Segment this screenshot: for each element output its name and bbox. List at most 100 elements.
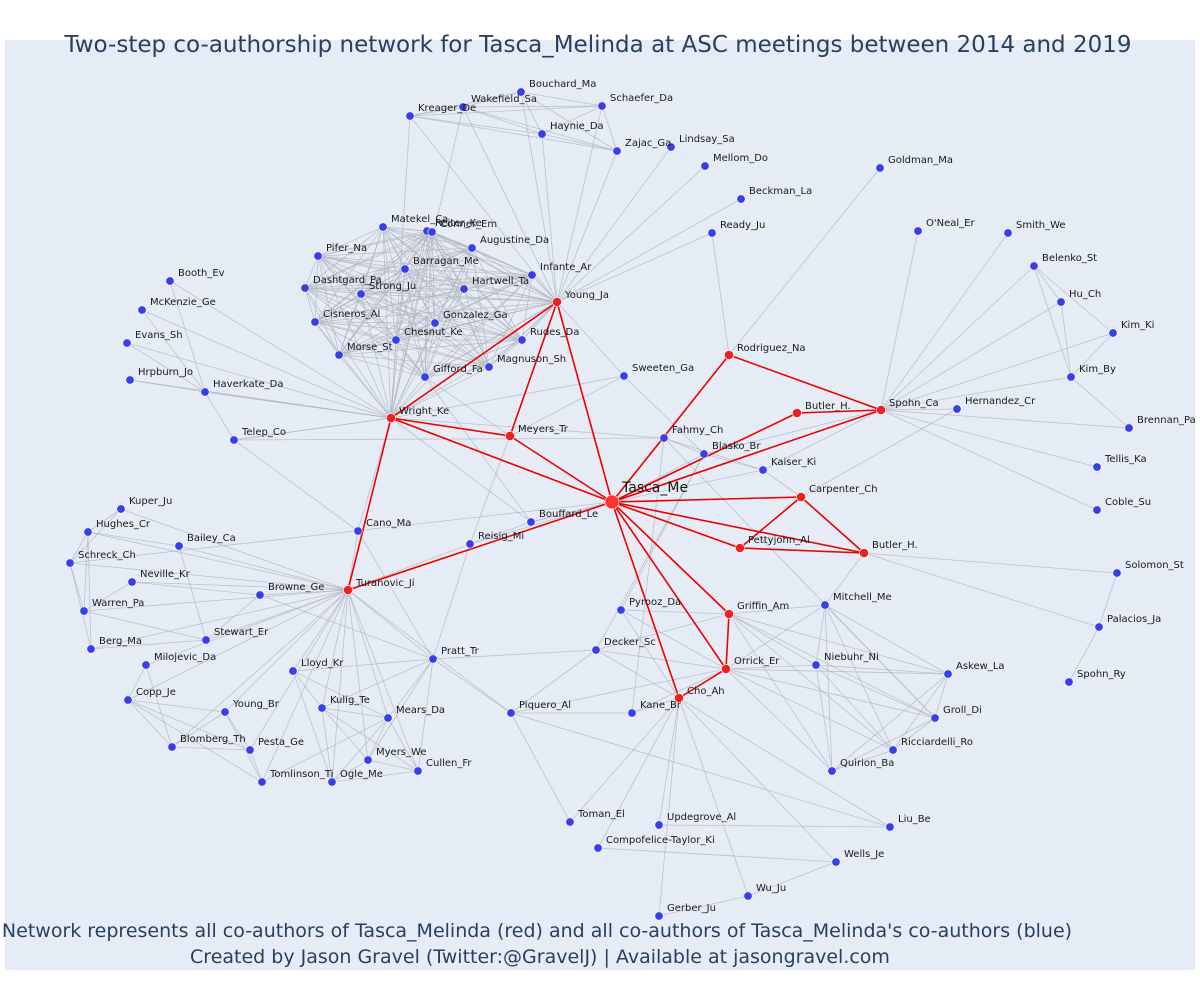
node-Cano_Ma[interactable] <box>353 526 363 536</box>
node-Gifford_Fa[interactable] <box>420 372 430 382</box>
node-Booth_Ev[interactable] <box>165 276 175 286</box>
node-Pratt_Tr[interactable] <box>428 654 438 664</box>
node-Compofelice-Taylor_Ki[interactable] <box>593 843 603 853</box>
node-Evans_Sh[interactable] <box>122 338 132 348</box>
node-Piquero_Al[interactable] <box>506 708 516 718</box>
node-Reisig_Mi[interactable] <box>465 539 475 549</box>
node-Liu_Be[interactable] <box>885 822 895 832</box>
node-O'Neal_Er[interactable] <box>913 226 923 236</box>
node-Wakefield_Sa[interactable] <box>458 102 468 112</box>
node-Tasca_Me[interactable] <box>604 494 620 510</box>
node-Berg_Ma[interactable] <box>86 644 96 654</box>
node-Hartwell_Ta[interactable] <box>459 284 469 294</box>
node-Mitchell_Me[interactable] <box>820 600 830 610</box>
node-Goldman_Ma[interactable] <box>875 163 885 173</box>
node-Spohn_Ry[interactable] <box>1064 677 1074 687</box>
node-Kuper_Ju[interactable] <box>116 504 126 514</box>
node-Brennan_Pa[interactable] <box>1124 423 1134 433</box>
node-Gerber_Ju[interactable] <box>654 911 664 921</box>
node-Chesnut_Ke[interactable] <box>391 335 401 345</box>
node-Wu_Ju[interactable] <box>743 891 753 901</box>
node-Askew_La[interactable] <box>943 669 953 679</box>
node-Neville_Kr[interactable] <box>127 577 137 587</box>
node-Conner_Em[interactable] <box>427 227 437 237</box>
node-Wright_Ke[interactable] <box>386 413 396 423</box>
node-Kim_Ki[interactable] <box>1108 328 1118 338</box>
node-Cho_Ah[interactable] <box>674 693 684 703</box>
node-Spohn_Ca[interactable] <box>876 405 886 415</box>
node-Wells_Je[interactable] <box>831 857 841 867</box>
node-Kaiser_Ki[interactable] <box>758 465 768 475</box>
node-Warren_Pa[interactable] <box>79 606 89 616</box>
node-Schreck_Ch[interactable] <box>65 558 75 568</box>
node-Milojevic_Da[interactable] <box>141 660 151 670</box>
node-Sweeten_Ga[interactable] <box>619 371 629 381</box>
node-Hernandez_Cr[interactable] <box>952 404 962 414</box>
node-Pesta_Ge[interactable] <box>245 745 255 755</box>
node-Zajac_Ga[interactable] <box>612 146 622 156</box>
node-Pettyjohn_Al[interactable] <box>735 543 745 553</box>
node-Butler_H.[interactable] <box>859 548 869 558</box>
node-Palacios_Ja[interactable] <box>1094 622 1104 632</box>
node-Barragan_Me[interactable] <box>400 264 410 274</box>
node-Butler_H.[interactable] <box>792 408 802 418</box>
node-Telep_Co[interactable] <box>229 435 239 445</box>
node-Augustine_Da[interactable] <box>467 243 477 253</box>
node-Young_Ja[interactable] <box>552 297 562 307</box>
node-Orrick_Er[interactable] <box>721 664 731 674</box>
node-Copp_Je[interactable] <box>123 695 133 705</box>
node-Griffin_Am[interactable] <box>724 609 734 619</box>
node-Kulig_Te[interactable] <box>317 703 327 713</box>
node-Hughes_Cr[interactable] <box>83 527 93 537</box>
node-Blomberg_Th[interactable] <box>167 742 177 752</box>
node-Kim_By[interactable] <box>1066 372 1076 382</box>
node-Strong_Ju[interactable] <box>356 289 366 299</box>
node-Tomlinson_Ti[interactable] <box>257 777 267 787</box>
node-Lloyd_Kr[interactable] <box>288 666 298 676</box>
node-Kane_Br[interactable] <box>627 708 637 718</box>
node-Meyers_Tr[interactable] <box>505 431 515 441</box>
node-Myers_We[interactable] <box>363 755 373 765</box>
node-Belenko_St[interactable] <box>1029 261 1039 271</box>
node-Hu_Ch[interactable] <box>1056 297 1066 307</box>
node-Solomon_St[interactable] <box>1112 568 1122 578</box>
node-Cisneros_Al[interactable] <box>310 317 320 327</box>
node-Cullen_Fr[interactable] <box>413 766 423 776</box>
node-Coble_Su[interactable] <box>1092 505 1102 515</box>
node-Ricciardelli_Ro[interactable] <box>888 745 898 755</box>
node-Niebuhr_Ni[interactable] <box>811 660 821 670</box>
node-Smith_We[interactable] <box>1003 228 1013 238</box>
node-Tellis_Ka[interactable] <box>1092 462 1102 472</box>
node-McKenzie_Ge[interactable] <box>137 305 147 315</box>
node-Blasko_Br[interactable] <box>699 449 709 459</box>
node-Bouchard_Ma[interactable] <box>516 87 526 97</box>
node-Lindsay_Sa[interactable] <box>666 142 676 152</box>
node-Carpenter_Ch[interactable] <box>796 492 806 502</box>
node-Updegrove_Al[interactable] <box>654 820 664 830</box>
node-Gonzalez_Ga[interactable] <box>430 318 440 328</box>
node-Bouffard_Le[interactable] <box>526 517 536 527</box>
node-Groll_Di[interactable] <box>930 713 940 723</box>
node-Haverkate_Da[interactable] <box>200 387 210 397</box>
node-Mellom_Do[interactable] <box>700 161 710 171</box>
node-Kreager_De[interactable] <box>405 111 415 121</box>
node-Dashtgard_Pa[interactable] <box>300 283 310 293</box>
node-Decker_Sc[interactable] <box>591 645 601 655</box>
node-Pifer_Na[interactable] <box>313 251 323 261</box>
node-Fahmy_Ch[interactable] <box>659 433 669 443</box>
node-Mears_Da[interactable] <box>383 713 393 723</box>
node-Turanovic_Ji[interactable] <box>343 585 353 595</box>
node-Stewart_Er[interactable] <box>201 635 211 645</box>
node-Rudes_Da[interactable] <box>517 335 527 345</box>
node-Browne_Ge[interactable] <box>255 590 265 600</box>
node-Magnuson_Sh[interactable] <box>484 362 494 372</box>
node-Pyrooz_Da[interactable] <box>616 605 626 615</box>
node-Morse_St[interactable] <box>334 350 344 360</box>
node-Quirion_Ba[interactable] <box>827 766 837 776</box>
node-Haynie_Da[interactable] <box>537 129 547 139</box>
node-Matekel_Ca[interactable] <box>378 222 388 232</box>
node-Toman_El[interactable] <box>565 817 575 827</box>
node-Ready_Ju[interactable] <box>707 228 717 238</box>
node-Beckman_La[interactable] <box>736 194 746 204</box>
node-Ogle_Me[interactable] <box>327 777 337 787</box>
